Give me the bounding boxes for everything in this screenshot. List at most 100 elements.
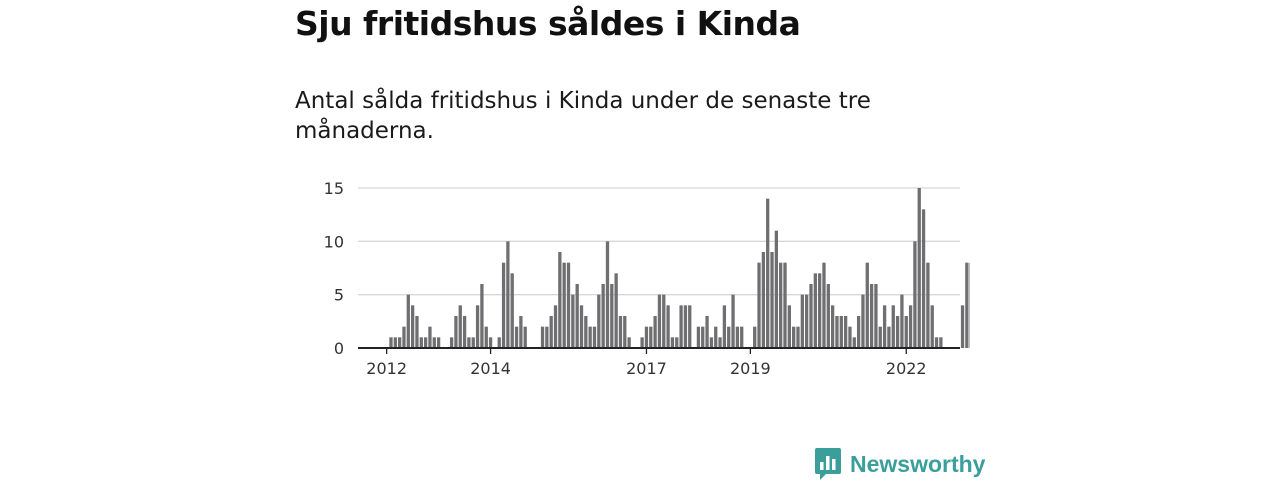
bar: [913, 241, 916, 348]
bar: [589, 327, 592, 348]
bar: [818, 273, 821, 348]
bar: [476, 305, 479, 348]
bar: [658, 295, 661, 348]
x-axis: 201220142017201920222024: [358, 348, 970, 378]
bar: [718, 337, 721, 348]
y-axis-gridlines: [358, 188, 960, 295]
bar: [831, 305, 834, 348]
bar: [740, 327, 743, 348]
bar: [775, 231, 778, 348]
bar: [554, 305, 557, 348]
bar: [619, 316, 622, 348]
bar: [757, 263, 760, 348]
bar: [420, 337, 423, 348]
bar: [433, 337, 436, 348]
bar: [580, 305, 583, 348]
bar: [640, 337, 643, 348]
bar: [498, 337, 501, 348]
bar: [671, 337, 674, 348]
x-tick-label: 2014: [470, 359, 511, 378]
bar: [935, 337, 938, 348]
bar: [666, 305, 669, 348]
bar: [853, 337, 856, 348]
bar: [415, 316, 418, 348]
bar: [727, 327, 730, 348]
bar: [788, 305, 791, 348]
bar: [688, 305, 691, 348]
y-tick-label: 0: [334, 339, 344, 358]
bar: [844, 316, 847, 348]
bar: [602, 284, 605, 348]
bar: [801, 295, 804, 348]
bar: [472, 337, 475, 348]
bar: [649, 327, 652, 348]
bar: [480, 284, 483, 348]
bar: [926, 263, 929, 348]
bar: [762, 252, 765, 348]
bar: [489, 337, 492, 348]
bar: [701, 327, 704, 348]
bar: [515, 327, 518, 348]
chart-title: Sju fritidshus såldes i Kinda: [295, 4, 800, 43]
newsworthy-logo-icon: [814, 447, 842, 481]
bar: [840, 316, 843, 348]
bar: [710, 337, 713, 348]
bar: [961, 305, 964, 348]
bars: [389, 188, 970, 348]
bar: [541, 327, 544, 348]
chart-subtitle: Antal sålda fritidshus i Kinda under de …: [295, 86, 935, 146]
bar: [567, 263, 570, 348]
bar: [705, 316, 708, 348]
bar: [506, 241, 509, 348]
bar: [675, 337, 678, 348]
bar: [558, 252, 561, 348]
bar: [822, 263, 825, 348]
x-tick-label: 2017: [626, 359, 667, 378]
bar: [874, 284, 877, 348]
bar: [428, 327, 431, 348]
bar: [653, 316, 656, 348]
bar: [753, 327, 756, 348]
bar: [779, 263, 782, 348]
bar: [545, 327, 548, 348]
bar: [896, 316, 899, 348]
bar: [467, 337, 470, 348]
bar: [584, 316, 587, 348]
bar: [866, 263, 869, 348]
bar: [805, 295, 808, 348]
bar: [900, 295, 903, 348]
bar: [697, 327, 700, 348]
x-tick-label: 2022: [886, 359, 927, 378]
bar: [394, 337, 397, 348]
bar: [714, 327, 717, 348]
bar: [918, 188, 921, 348]
bar: [576, 284, 579, 348]
bar: [563, 263, 566, 348]
x-tick-label: 2019: [730, 359, 771, 378]
bar: [645, 327, 648, 348]
bar: [792, 327, 795, 348]
bar: [796, 327, 799, 348]
bar: [770, 252, 773, 348]
newsworthy-logo: Newsworthy: [814, 446, 985, 482]
bar: [502, 263, 505, 348]
bar: [519, 316, 522, 348]
bar: [766, 199, 769, 348]
bar: [463, 316, 466, 348]
bar: [892, 305, 895, 348]
bar: [511, 273, 514, 348]
bar: [684, 305, 687, 348]
bar: [905, 316, 908, 348]
bar: [848, 327, 851, 348]
bar: [407, 295, 410, 348]
bar: [809, 284, 812, 348]
bar: [627, 337, 630, 348]
bar: [870, 284, 873, 348]
bar: [597, 295, 600, 348]
y-tick-label: 10: [324, 232, 344, 251]
bar: [861, 295, 864, 348]
x-tick-label: 2012: [366, 359, 407, 378]
bar: [827, 284, 830, 348]
y-tick-label: 15: [324, 179, 344, 198]
